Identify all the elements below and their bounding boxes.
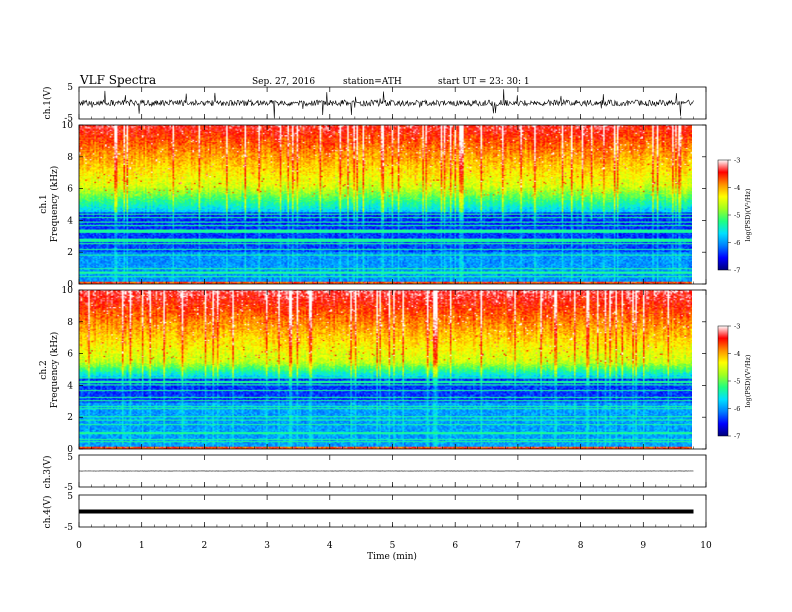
time-tick-label: 0 [76,541,82,551]
ch2-frequency-tick-label: 4 [67,381,73,391]
colorbar-tick-label: -3 [734,323,740,331]
ch1-ytick-bottom: -5 [64,114,73,124]
ch1-spectrogram-image [79,125,692,284]
ch1-colorbar-label: log(PSD)(V²/Hz) [744,188,752,241]
ch3-ytick-bottom: -5 [64,483,73,493]
ch1-colorbar: -3 -4 -5 -6 -7 log(PSD)(V²/Hz) [717,157,752,275]
ch1-spectrogram-ylabel: Frequency (kHz) [49,166,60,243]
time-axis-label: Time (min) [367,551,417,562]
ch1-waveform-ylabel: ch.1(V) [42,87,53,120]
start-time-label: start UT = 23: 30: 1 [438,77,530,87]
ch2-spectrogram-ylabel: Frequency (kHz) [49,332,60,409]
ch1-frequency-tick-label: 6 [67,185,73,195]
ch1-spectrogram-channel-label: ch.1 [39,194,49,213]
ch1-spectrogram-yticks: 0 2 4 6 8 10 [62,121,706,290]
ch2-colorbar-label: log(PSD)(V²/Hz) [744,354,752,407]
ch1-frequency-tick-label: 0 [67,280,73,290]
time-tick-label: 9 [640,541,646,551]
time-tick-label: 4 [327,541,333,551]
ch1-frequency-tick-label: 10 [62,121,74,131]
time-tick-label: 1 [139,541,145,551]
colorbar-tick-label: -5 [734,378,740,386]
ch4-ytick-bottom: -5 [64,523,73,533]
ch1-frequency-tick-label: 2 [67,248,73,258]
ch3-waveform-ylabel: ch.3(V) [42,456,53,489]
ch1-colorbar-ticks: -3 -4 -5 -6 -7 [728,157,740,275]
time-tick-label: 5 [390,541,396,551]
ch2-frequency-tick-label: 2 [67,413,73,423]
ch2-colorbar-ticks: -3 -4 -5 -6 -7 [728,323,740,441]
ch2-frequency-tick-label: 6 [67,350,73,360]
ch2-frequency-tick-label: 8 [67,318,73,328]
colorbar-tick-label: -3 [734,157,740,165]
figure-title: VLF Spectra [79,73,156,87]
ch2-spectrogram-channel-label: ch.2 [39,360,49,379]
ch1-ytick-top: 5 [67,83,73,93]
colorbar-tick-label: -6 [734,239,740,247]
colorbar-tick-label: -5 [734,212,740,220]
time-tick-label: 6 [452,541,458,551]
ch2-spectrogram-panel: 0 2 4 6 8 10 ch.2 Frequency (kHz) [39,286,707,455]
colorbar-tick-label: -4 [734,350,740,358]
time-tick-label: 7 [515,541,521,551]
time-tick-label: 8 [578,541,584,551]
ch2-spectrogram-image [79,290,692,449]
ch4-waveform-ylabel: ch.4(V) [42,496,53,529]
ch1-frequency-tick-label: 4 [67,216,73,226]
ch2-frequency-tick-label: 10 [62,286,74,296]
time-tick-label: 3 [264,541,270,551]
colorbar-tick-label: -7 [734,433,740,441]
ch1-spectrogram-panel: 0 2 4 6 8 10 ch.1 Frequency (kHz) [39,121,707,290]
ch2-colorbar-bar [717,325,729,437]
ch1-frequency-tick-label: 8 [67,153,73,163]
ch2-colorbar: -3 -4 -5 -6 -7 log(PSD)(V²/Hz) [717,323,752,441]
colorbar-tick-label: -4 [734,184,740,192]
colorbar-tick-label: -7 [734,267,740,275]
time-tick-label: 2 [202,541,208,551]
ch1-colorbar-bar [717,159,729,271]
ch3-ytick-top: 5 [67,453,73,463]
station-label: station=ATH [343,77,402,87]
colorbar-tick-label: -6 [734,405,740,413]
date-label: Sep. 27, 2016 [252,77,315,87]
ch1-waveform-series [78,89,694,119]
ch2-frequency-tick-label: 0 [67,445,73,455]
ch2-spectrogram-yticks: 0 2 4 6 8 10 [62,286,706,455]
time-tick-label: 10 [700,541,712,551]
ch4-ytick-top: 5 [67,492,73,502]
time-axis: 0 1 2 3 4 5 6 7 8 9 10 [76,87,712,551]
